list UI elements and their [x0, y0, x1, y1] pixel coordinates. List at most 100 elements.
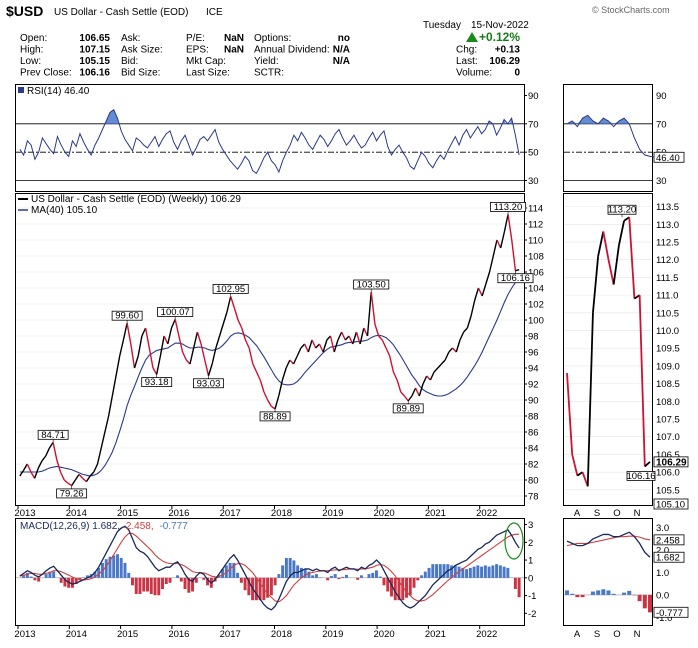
quote-label: Ask Size: [121, 45, 163, 56]
price-segment [379, 336, 383, 340]
price-segment [238, 320, 242, 328]
price-segment [438, 364, 442, 368]
price-segment [109, 396, 113, 416]
macd-hist-bar [180, 578, 183, 582]
daily-macd-hist-bar [570, 594, 574, 595]
macd-hist-bar [341, 577, 344, 578]
quote-label: EPS: [186, 45, 209, 56]
macd-hist-bar [424, 572, 427, 578]
price-segment [38, 461, 42, 468]
price-segment [98, 448, 102, 464]
price-tick-label: 94 [528, 364, 539, 375]
price-segment [412, 388, 416, 396]
price-segment [423, 376, 427, 384]
price-segment [449, 348, 453, 352]
macd-hist-bar [127, 573, 130, 578]
year-label: 2015 [117, 508, 138, 519]
price-segment [453, 348, 457, 352]
macd-hist-bar [165, 578, 168, 584]
price-segment [86, 476, 90, 482]
year-label: 2020 [374, 508, 395, 519]
price-segment [490, 256, 494, 272]
annotation-label: 113.20 [494, 202, 522, 213]
macd-hist-bar [465, 569, 468, 578]
year-label: 2018 [271, 508, 292, 519]
rsi-panel-frame [16, 85, 525, 192]
price-tick-label: 110 [528, 236, 543, 247]
quote-value: 105.15 [79, 56, 110, 67]
daily-macd-tick: 0.0 [656, 590, 669, 601]
month-label: A [574, 508, 581, 519]
daily-low-label: 106.16 [626, 471, 655, 482]
price-segment [434, 368, 438, 372]
price-segment [234, 308, 238, 320]
price-segment [53, 442, 57, 460]
macd-hist-bar [184, 578, 187, 589]
quote-header: $USD US Dollar - Cash Settle (EOD) ICE T… [6, 3, 670, 79]
price-segment [382, 340, 386, 348]
price-segment [72, 480, 76, 486]
macd-hist-bar [484, 565, 487, 577]
macd-hist-bar [124, 563, 127, 578]
price-segment [390, 356, 394, 372]
macd-hist-bar [139, 578, 142, 594]
price-segment [260, 380, 264, 392]
price-tick-label: 78 [528, 492, 539, 503]
price-tick-label: 84 [528, 444, 539, 455]
price-segment [312, 340, 316, 348]
price-segment [305, 344, 309, 352]
price-segment [160, 336, 164, 356]
exchange: ICE [206, 7, 223, 18]
price-segment [20, 470, 24, 476]
macd-legend-label: MACD(12,26,9) 1.682, [20, 521, 120, 532]
price-tick-label: 114 [528, 204, 543, 215]
price-segment [416, 388, 420, 396]
quote-day: Tuesday [423, 20, 461, 31]
macd-hist-bar [60, 578, 63, 583]
macd-hist-bar [311, 575, 314, 577]
price-tick-label: 80 [528, 476, 539, 487]
price-segment [430, 372, 434, 380]
daily-price-segment [603, 231, 608, 259]
month-label: O [613, 508, 620, 519]
daily-price-tick: 108.0 [656, 397, 680, 408]
quote-value: 107.15 [79, 45, 110, 56]
price-segment [101, 432, 105, 448]
quote-label: Prev Close: [20, 68, 72, 79]
macd-hist-bar [150, 578, 153, 594]
annotation-label: 102.95 [216, 284, 245, 295]
price-legend: US Dollar - Cash Settle (EOD) (Weekly) 1… [18, 194, 241, 216]
price-segment [345, 336, 349, 340]
macd-hist-bar [469, 568, 472, 578]
year-label: 2016 [168, 508, 189, 519]
symbol: $USD [6, 3, 43, 19]
price-tick-label: 100 [528, 316, 544, 327]
price-segment [197, 332, 201, 344]
daily-macd-last: 1.682 [656, 553, 680, 564]
price-segment [146, 328, 150, 348]
price-tick-label: 82 [528, 460, 539, 471]
annotation-label: 99.60 [115, 311, 139, 322]
year-label: 2015 [117, 629, 138, 640]
year-label: 2013 [14, 629, 35, 640]
year-label: 2014 [66, 508, 87, 519]
macd-hist-bar [435, 564, 438, 578]
price-segment [393, 372, 397, 380]
price-tick-label: 86 [528, 428, 539, 439]
quote-value: N/A [333, 56, 350, 67]
macd-tick-label: -2 [528, 609, 536, 620]
macd-hist-bar [326, 578, 329, 580]
price-segment [223, 312, 227, 324]
daily-hist-last: -0.777 [656, 608, 683, 619]
price-segment [68, 483, 72, 485]
rsi-tick-label: 30 [528, 176, 539, 187]
macd-hist-bar [116, 554, 119, 578]
macd-hist-bar [330, 576, 333, 578]
macd-hist-bar [431, 564, 434, 578]
quote-label: P/E: [186, 33, 205, 44]
macd-hist-bar [367, 574, 370, 578]
macd-hist-bar [334, 574, 337, 578]
price-segment [94, 464, 98, 472]
rsi-legend-swatch [18, 87, 24, 93]
